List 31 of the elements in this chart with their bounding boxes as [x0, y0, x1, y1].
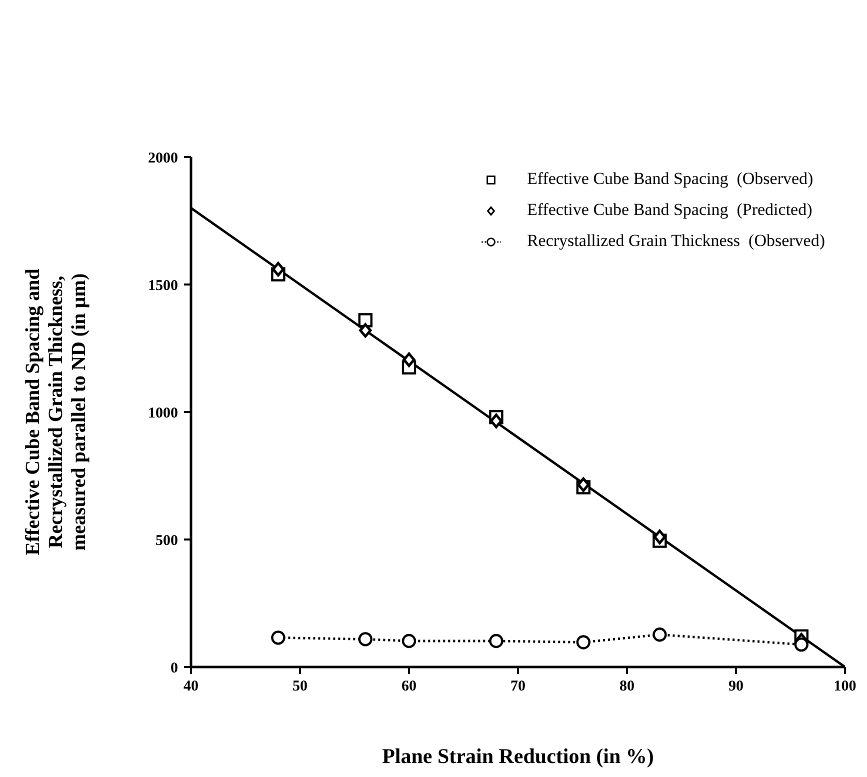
x-tick-label: 90	[728, 678, 744, 695]
point	[577, 477, 590, 492]
legend-label: Recrystallized Grain Thickness (Observed)	[526, 231, 825, 250]
point	[652, 628, 667, 642]
point	[358, 632, 372, 646]
x-tick-label: 60	[402, 678, 416, 695]
legend-label: Effective Cube Band Spacing (Predicted)	[526, 200, 812, 219]
y-tick-label: 1000	[148, 405, 178, 422]
point	[271, 630, 286, 645]
point	[653, 530, 666, 544]
x-tick-label: 70	[510, 678, 526, 695]
x-tick-label: 50	[292, 678, 308, 695]
y-tick-label: 2000	[148, 150, 178, 166]
point	[489, 634, 504, 648]
point	[576, 635, 590, 650]
x-axis-title: Plane Strain Reduction (in %)	[382, 744, 654, 768]
y-tick-label: 500	[156, 532, 178, 549]
x-tick-label: 40	[184, 678, 198, 695]
point	[359, 323, 372, 338]
y-tick-label: 0	[170, 660, 178, 676]
y-axis-title: Effective Cube Band Spacing and Recrystallized Grain Thickness, measured parallel to ND (in µm)	[22, 268, 90, 556]
point	[272, 262, 284, 276]
point	[402, 634, 416, 648]
x-tick-label: 100	[834, 678, 856, 695]
y-tick-label: 1500	[148, 278, 178, 294]
point	[794, 637, 808, 652]
point	[490, 414, 502, 428]
point	[402, 352, 416, 368]
legend-label: Effective Cube Band Spacing (Observed)	[526, 169, 814, 188]
x-tick-label: 80	[620, 678, 634, 695]
point	[358, 313, 372, 328]
